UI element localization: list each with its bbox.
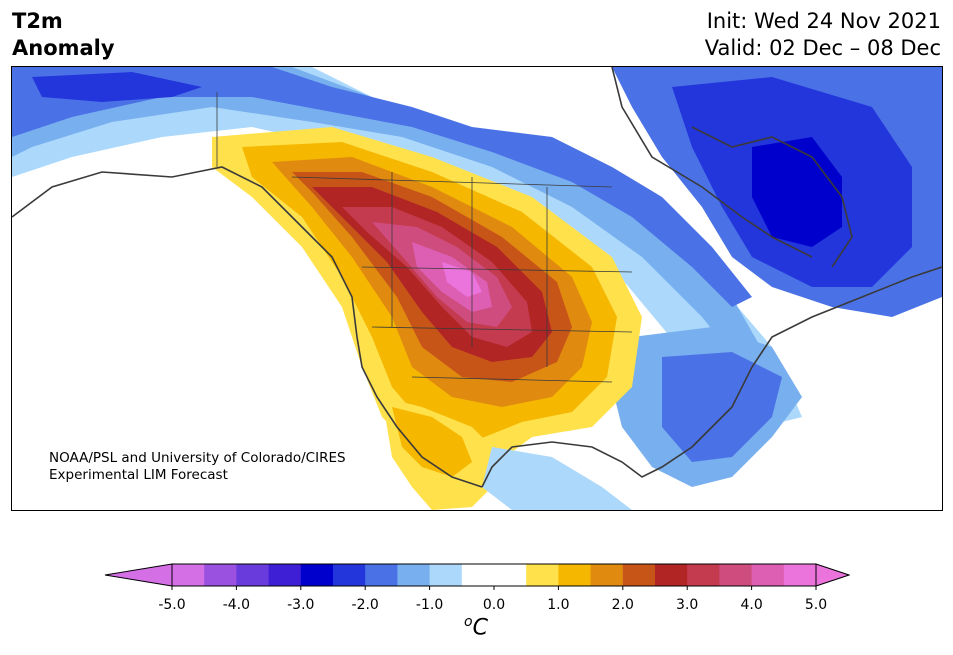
colorbar-tick-label: 5.0 [804, 597, 828, 613]
colorbar-segment [494, 564, 527, 586]
colorbar-segment [204, 564, 237, 586]
anomaly-map [11, 66, 943, 511]
colorbar-segment [429, 564, 463, 586]
colorbar-tick-label: 4.0 [740, 597, 763, 613]
unit-sup: o [464, 614, 473, 630]
colorbar-segment [461, 564, 495, 586]
colorbar-segment [655, 564, 688, 586]
colorbar-segment [236, 564, 270, 586]
colorbar-segment [719, 564, 753, 586]
colorbar-segment [172, 564, 205, 586]
colorbar-segment [590, 564, 624, 586]
unit-base: C [472, 615, 488, 641]
colorbar-segment [268, 564, 302, 586]
forecast-dates: Init: Wed 24 Nov 2021 Valid: 02 Dec – 08… [705, 8, 941, 62]
init-date: Init: Wed 24 Nov 2021 [706, 9, 941, 33]
colorbar-tick-label: -2.0 [351, 597, 379, 613]
colorbar-segment [333, 564, 366, 586]
colorbar-segment [365, 564, 398, 586]
colorbar-segment [751, 564, 785, 586]
colorbar-tick-label: 1.0 [547, 597, 570, 613]
colorbar-segment [526, 564, 559, 586]
colorbar-segment [300, 564, 334, 586]
colorbar-tick-label: 3.0 [676, 597, 699, 613]
credit-text: NOAA/PSL and University of Colorado/CIRE… [49, 450, 346, 484]
colorbar-extend-high [815, 563, 850, 587]
title-line-2: Anomaly [12, 36, 115, 60]
colorbar-tick-label: -5.0 [158, 597, 186, 613]
colorbar-tick-label: -3.0 [287, 597, 315, 613]
credit-line-1: NOAA/PSL and University of Colorado/CIRE… [49, 450, 346, 466]
title-line-1: T2m [12, 9, 63, 33]
colorbar-tick-label: 2.0 [611, 597, 634, 613]
colorbar-tick-label: 0.0 [482, 597, 506, 613]
credit-line-2: Experimental LIM Forecast [49, 467, 228, 483]
colorbar-segment [687, 564, 720, 586]
colorbar-segment [558, 564, 592, 586]
colorbar-extend-low [104, 563, 173, 587]
colorbar-segment [622, 564, 656, 586]
unit-label: oC [464, 614, 488, 640]
map-graphic [12, 67, 942, 510]
colorbar-segment [783, 564, 817, 586]
colorbar [104, 563, 850, 590]
map-title: T2m Anomaly [12, 8, 115, 62]
colorbar-tick-label: -4.0 [222, 597, 251, 613]
colorbar-tick-label: -1.0 [415, 597, 444, 613]
valid-range: Valid: 02 Dec – 08 Dec [704, 36, 941, 60]
colorbar-segment [397, 564, 431, 586]
